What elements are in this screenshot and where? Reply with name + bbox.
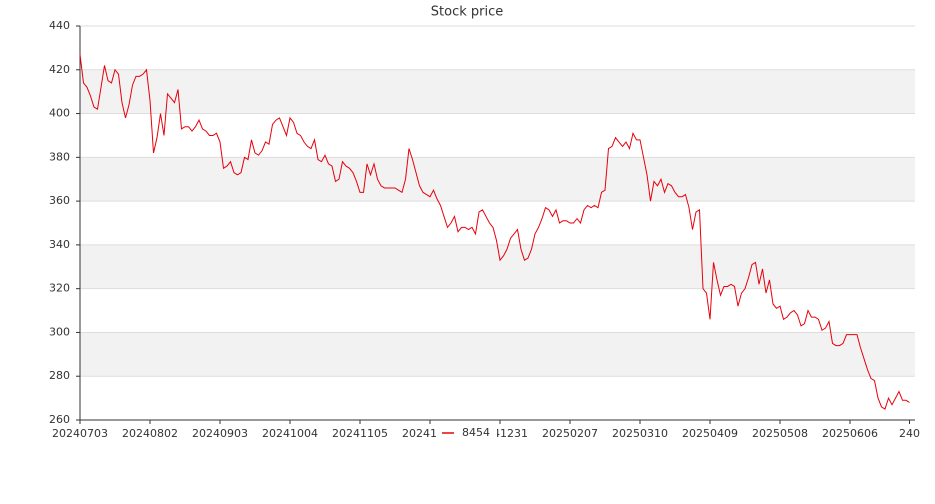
- x-tick-label: 20250310: [612, 427, 668, 440]
- x-tick-label: 20250606: [822, 427, 878, 440]
- y-tick-label: 320: [49, 282, 70, 295]
- y-tick-label: 280: [49, 369, 70, 382]
- x-tick-label: 20250508: [752, 427, 808, 440]
- grid-band: [80, 157, 915, 202]
- x-tick-label: 20240903: [192, 427, 248, 440]
- y-tick-label: 300: [49, 325, 70, 338]
- line: [79, 54, 910, 410]
- x-tick-label: 20241105: [332, 427, 388, 440]
- legend-box: [437, 424, 497, 442]
- y-tick-label: 400: [49, 107, 70, 120]
- y-tick-label: 420: [49, 63, 70, 76]
- grid-band: [80, 244, 915, 289]
- legend-label: 8454: [462, 426, 490, 439]
- x-tick-label: 20250207: [542, 427, 598, 440]
- grid-band: [80, 69, 915, 114]
- x-tick-label: 20241004: [262, 427, 318, 440]
- y-tick-label: 360: [49, 194, 70, 207]
- chart-title: Stock price: [431, 5, 503, 20]
- y-tick-label: 440: [49, 19, 70, 32]
- y-tick-label: 260: [49, 413, 70, 426]
- x-tick-label: 240: [899, 427, 920, 440]
- grid-band: [80, 332, 915, 377]
- y-tick-label: 380: [49, 150, 70, 163]
- x-tick-label: 20240802: [122, 427, 178, 440]
- x-tick-label: 20240703: [52, 427, 108, 440]
- y-tick-label: 340: [49, 238, 70, 251]
- x-tick-label: 20250409: [682, 427, 738, 440]
